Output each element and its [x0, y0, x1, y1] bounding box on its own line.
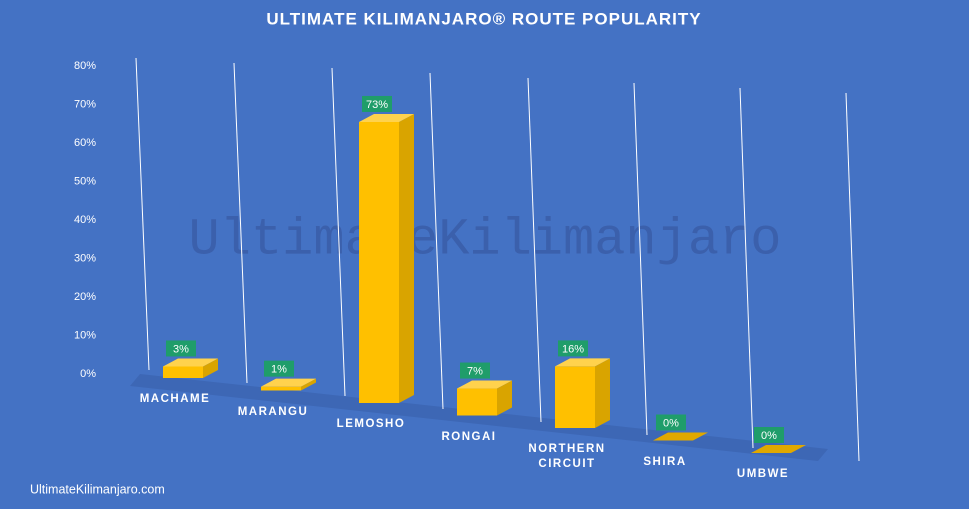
- y-tick-label: 0%: [80, 368, 96, 380]
- divider-line: [331, 67, 346, 397]
- x-tick-label: UMBWE: [736, 468, 790, 480]
- value-label-box: [656, 414, 686, 431]
- y-tick-label: 70%: [74, 98, 96, 110]
- value-label: 0%: [663, 417, 679, 429]
- source: UltimateKilimanjaro.com: [30, 482, 165, 496]
- y-tick-label: 20%: [74, 291, 96, 303]
- x-tick-label: MARANGU: [237, 405, 309, 418]
- divider-line: [233, 62, 248, 384]
- bar-top: [261, 378, 316, 387]
- bar: [457, 380, 512, 416]
- divider-line: [135, 57, 150, 371]
- bar-front: [555, 366, 595, 428]
- bar: [653, 432, 708, 441]
- value-label: 73%: [366, 99, 388, 111]
- divider-line: [845, 92, 860, 462]
- bar-front: [359, 121, 399, 403]
- x-tick-label: LEMOSHO: [336, 418, 406, 430]
- value-label: 3%: [173, 343, 189, 355]
- bar-side: [497, 380, 512, 416]
- y-tick-label: 30%: [74, 252, 96, 264]
- value-label-box: [754, 427, 784, 443]
- value-label: 16%: [562, 343, 584, 355]
- value-label-box: [264, 360, 294, 377]
- value-label-box: [460, 362, 490, 379]
- bar: [555, 358, 610, 428]
- bar-side: [595, 358, 610, 428]
- bar-side: [399, 113, 414, 403]
- bar-front: [261, 386, 301, 391]
- bar-front: [163, 366, 203, 378]
- bar-top: [163, 358, 218, 367]
- y-tick-label: 40%: [74, 214, 96, 226]
- bar: [163, 358, 218, 378]
- bar-front: [457, 388, 497, 416]
- value-label-box: [558, 340, 588, 357]
- bar-top: [653, 432, 708, 441]
- chart-title: ULTIMATE KILIMANJARO® ROUTE POPULARITY: [266, 9, 701, 28]
- divider-line: [429, 72, 444, 410]
- divider-line: [739, 87, 754, 449]
- bar-side: [203, 358, 218, 378]
- floor: [130, 374, 828, 461]
- divider-line: [527, 77, 542, 423]
- bar: [261, 378, 316, 391]
- y-tick-label: 10%: [74, 329, 96, 341]
- bar-side: [301, 378, 316, 391]
- bar-top: [457, 380, 512, 389]
- bar: [359, 113, 414, 403]
- y-tick-label: 80%: [74, 60, 96, 72]
- bar-top: [359, 113, 414, 122]
- x-tick-label: NORTHERN CIRCUIT: [528, 443, 606, 470]
- bar: [751, 445, 806, 454]
- y-tick-label: 60%: [74, 137, 96, 149]
- value-label: 0%: [761, 430, 777, 442]
- value-label: 1%: [271, 364, 287, 376]
- divider-line: [633, 82, 648, 436]
- value-label-box: [166, 340, 196, 357]
- x-tick-label: SHIRA: [643, 455, 687, 468]
- bar-top: [751, 445, 806, 453]
- bar-top: [555, 358, 610, 367]
- value-label: 7%: [467, 365, 483, 377]
- y-tick-label: 50%: [74, 175, 96, 187]
- x-tick-label: MACHAME: [139, 393, 211, 405]
- value-label-box: [362, 95, 392, 112]
- x-tick-label: RONGAI: [441, 430, 497, 443]
- watermark: UltimateKilimanjaro: [189, 211, 782, 270]
